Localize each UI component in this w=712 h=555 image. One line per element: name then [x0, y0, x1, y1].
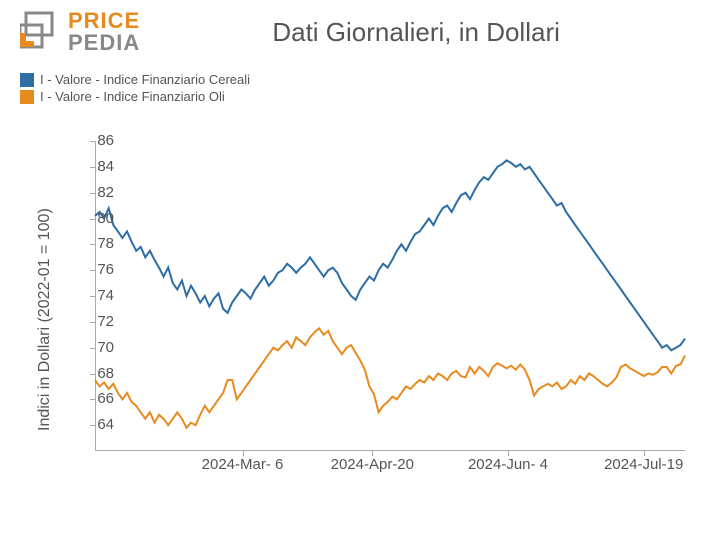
legend-item-oli: I - Valore - Indice Finanziario Oli [20, 89, 692, 104]
legend: I - Valore - Indice Finanziario Cereali … [0, 54, 712, 111]
x-tick-mark [372, 451, 373, 456]
legend-swatch-oli [20, 90, 34, 104]
x-tick-mark [508, 451, 509, 456]
x-tick-mark [644, 451, 645, 456]
y-tick-mark [90, 219, 95, 220]
chart-title: Dati Giornalieri, in Dollari [140, 17, 692, 48]
y-tick-mark [90, 348, 95, 349]
legend-label-oli: I - Valore - Indice Finanziario Oli [40, 89, 225, 104]
y-tick-mark [90, 399, 95, 400]
x-tick-label: 2024-Apr-20 [331, 456, 414, 473]
y-tick-mark [90, 322, 95, 323]
y-tick-mark [90, 270, 95, 271]
logo-price: PRICE [68, 10, 140, 32]
header: PRICE PEDIA Dati Giornalieri, in Dollari [0, 0, 712, 54]
logo-icon [20, 11, 62, 53]
chart: Indici in Dollari (2022-01 = 100) 646668… [0, 111, 712, 521]
y-tick-mark [90, 244, 95, 245]
y-tick-mark [90, 425, 95, 426]
series-cereali [95, 160, 685, 350]
series-oli [95, 328, 685, 428]
logo: PRICE PEDIA [20, 10, 140, 54]
logo-pedia: PEDIA [68, 32, 140, 54]
x-tick-mark [243, 451, 244, 456]
line-plot [95, 141, 685, 451]
y-tick-mark [90, 193, 95, 194]
logo-text: PRICE PEDIA [68, 10, 140, 54]
legend-label-cereali: I - Valore - Indice Finanziario Cereali [40, 72, 250, 87]
legend-item-cereali: I - Valore - Indice Finanziario Cereali [20, 72, 692, 87]
y-tick-mark [90, 167, 95, 168]
x-tick-label: 2024-Jul-19 [604, 456, 683, 473]
y-tick-mark [90, 374, 95, 375]
y-axis-label: Indici in Dollari (2022-01 = 100) [36, 208, 54, 431]
y-tick-mark [90, 296, 95, 297]
y-tick-mark [90, 141, 95, 142]
x-tick-label: 2024-Mar- 6 [202, 456, 284, 473]
legend-swatch-cereali [20, 73, 34, 87]
x-tick-label: 2024-Jun- 4 [468, 456, 548, 473]
